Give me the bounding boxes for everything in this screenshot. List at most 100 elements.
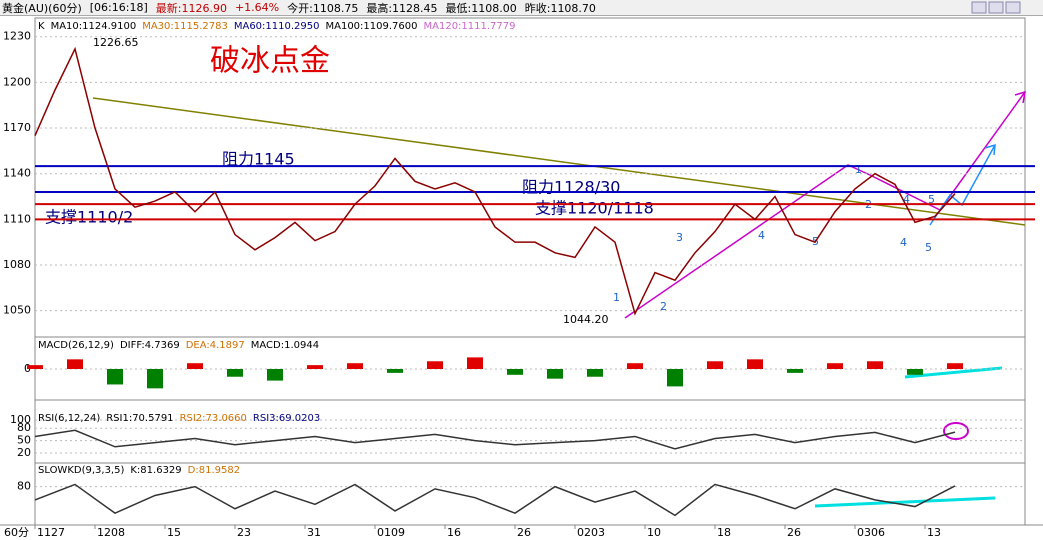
- legend-entry: MACD:1.0944: [251, 340, 319, 351]
- x-tick-label: 16: [447, 526, 461, 539]
- kd-frame: [34, 462, 1026, 526]
- series-line: [34, 46, 956, 316]
- x-tick-label: 26: [517, 526, 531, 539]
- legend-entry: RSI3:69.0203: [253, 413, 320, 424]
- histogram-bar: [67, 359, 83, 369]
- legend-entry: D:81.9582: [188, 465, 240, 476]
- arrow-head: [1014, 90, 1026, 104]
- x-tick-label: 13: [927, 526, 941, 539]
- legend-entry: MA60:1110.2950: [234, 21, 320, 32]
- header-bar: 黄金(AU)(60分) [06:16:18] 最新:1126.90 +1.64%…: [0, 0, 1043, 16]
- level-label: 阻力1128/30: [522, 178, 620, 197]
- legend-entry: K: [38, 21, 45, 32]
- histogram-bar: [787, 369, 803, 373]
- y-tick-label: 1230: [3, 30, 31, 43]
- legend-entry: DIFF:4.7369: [120, 340, 180, 351]
- x-tick-label: 0306: [857, 526, 885, 539]
- wave-label: 1: [855, 163, 862, 176]
- y-tick-label: 1140: [3, 167, 31, 180]
- histogram-bar: [427, 361, 443, 369]
- legend-entry: SLOWKD(9,3,3,5): [38, 465, 124, 476]
- chart-title: 破冰点金: [210, 44, 330, 79]
- legend-entry: MA120:1111.7779: [424, 21, 516, 32]
- x-tick-label: 1127: [37, 526, 65, 539]
- arrow-head: [984, 143, 996, 156]
- change: +1.64%: [234, 1, 280, 14]
- wave-label: 4: [758, 229, 765, 242]
- wave-label: 2: [660, 300, 667, 313]
- legend-entry: RSI2:73.0660: [180, 413, 247, 424]
- kd-trend: [814, 496, 996, 508]
- time: [06:16:18]: [89, 1, 148, 14]
- histogram-bar: [387, 369, 403, 373]
- series-line: [34, 429, 956, 450]
- rsi-circle: [943, 422, 969, 440]
- legend-entry: MA100:1109.7600: [325, 21, 417, 32]
- low: 最低:1108.00: [445, 1, 517, 15]
- histogram-bar: [507, 369, 523, 375]
- latest: 最新:1126.90: [155, 1, 227, 15]
- histogram-bar: [667, 369, 683, 387]
- legend-entry: MA10:1124.9100: [51, 21, 137, 32]
- icon-button[interactable]: [988, 1, 1004, 14]
- y-tick-label: 1200: [3, 75, 31, 88]
- histogram-bar: [827, 363, 843, 369]
- y-tick-label: 50: [17, 434, 31, 447]
- histogram-bar: [627, 363, 643, 369]
- y-tick-label: 1170: [3, 121, 31, 134]
- histogram-bar: [867, 361, 883, 369]
- histogram-bar: [467, 357, 483, 369]
- y-tick-label: 1110: [3, 212, 31, 225]
- legend-entry: RSI1:70.5791: [106, 413, 173, 424]
- legend-entry: MA30:1115.2783: [142, 21, 228, 32]
- histogram-bar: [267, 369, 283, 381]
- wave-label: 4: [900, 236, 907, 249]
- wave-label: 5: [925, 241, 932, 254]
- legend-entry: RSI(6,12,24): [38, 413, 100, 424]
- legend-entry: DEA:4.1897: [186, 340, 245, 351]
- frames: [0, 17, 1043, 526]
- histogram-bar: [587, 369, 603, 377]
- rsi-frame: [34, 399, 1026, 464]
- high-label: 1226.65: [93, 36, 139, 49]
- x-tick-label: 1208: [97, 526, 125, 539]
- icon-button[interactable]: [1005, 1, 1021, 14]
- y-tick-label: 80: [17, 480, 31, 493]
- level-label: 支撑1120/1118: [535, 199, 654, 218]
- wave-label: 3: [676, 231, 683, 244]
- y-tick-label: 20: [17, 446, 31, 459]
- histogram-bar: [347, 363, 363, 369]
- series-line: [34, 483, 956, 517]
- wave-label: 5: [928, 193, 935, 206]
- wave-line: [624, 164, 941, 319]
- y-tick-label: 1080: [3, 258, 31, 271]
- level-label: 支撑1110/2: [45, 208, 133, 227]
- histogram-bar: [27, 365, 43, 369]
- x-tick-label: 0109: [377, 526, 405, 539]
- x-tick-label: 31: [307, 526, 321, 539]
- x-tick-label: 18: [717, 526, 731, 539]
- legend-entry: K:81.6329: [130, 465, 181, 476]
- x-tick-label: 23: [237, 526, 251, 539]
- y-tick-label: 80: [17, 421, 31, 434]
- prev-close: 昨收:1108.70: [524, 1, 596, 15]
- high: 最高:1128.45: [366, 1, 438, 15]
- wave-label: 4: [903, 193, 910, 206]
- histogram-bar: [187, 363, 203, 369]
- icons: [971, 1, 1021, 14]
- x-tick-label: 26: [787, 526, 801, 539]
- annotations: 1226.65 1044.20 阻力1145 阻力1128/30 支撑1120/…: [45, 36, 935, 326]
- x-tick-label: 15: [167, 526, 181, 539]
- x-tick-label: 0203: [577, 526, 605, 539]
- histogram-bar: [147, 369, 163, 389]
- y-tick-label: 100: [10, 413, 31, 426]
- histogram-bar: [707, 361, 723, 369]
- icon-button[interactable]: [971, 1, 987, 14]
- instrument: 黄金(AU)(60分): [2, 1, 82, 15]
- histogram-bar: [107, 369, 123, 385]
- histogram-bar: [747, 359, 763, 369]
- histogram-bar: [907, 369, 923, 375]
- level-label: 阻力1145: [222, 150, 295, 169]
